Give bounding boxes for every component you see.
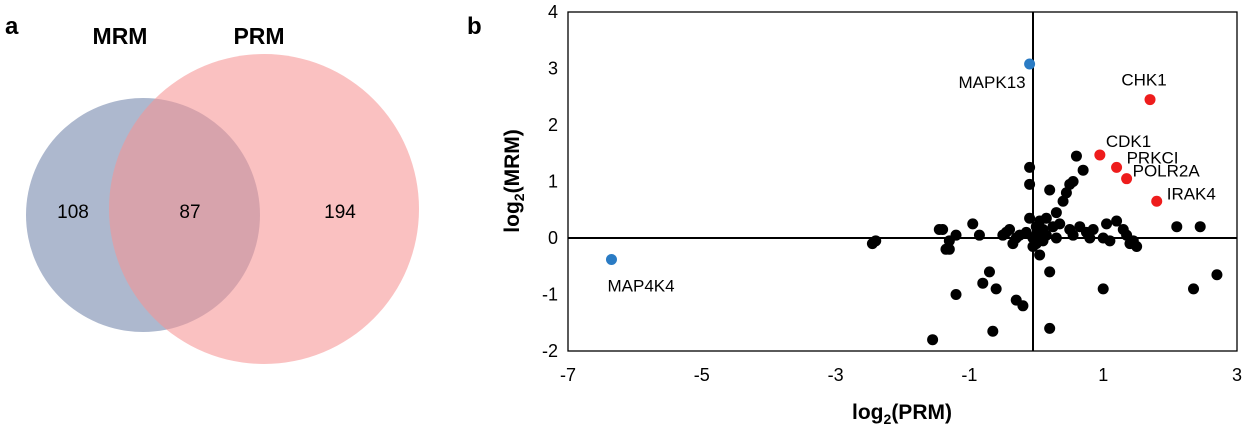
point-label-prkci: PRKCI: [1127, 148, 1179, 167]
data-point: [1131, 240, 1143, 252]
point-label-map4k4: MAP4K4: [607, 276, 674, 295]
point-label-polr2a: POLR2A: [1133, 162, 1201, 181]
data-point: [1044, 322, 1056, 334]
plot-frame: [567, 11, 1238, 352]
data-point: [1054, 218, 1066, 230]
y-tick-label: 3: [548, 59, 558, 79]
data-point: [1101, 218, 1113, 230]
x-tick-label: -3: [828, 365, 844, 385]
data-point: [1034, 249, 1046, 261]
data-point: [1087, 224, 1099, 236]
y-tick-label: -1: [542, 285, 558, 305]
data-point: [967, 218, 979, 230]
data-point: [1040, 212, 1052, 224]
data-point: [983, 266, 995, 278]
highlighted-point-mapk13: [1024, 58, 1036, 70]
data-point: [943, 243, 955, 255]
highlighted-point-map4k4: [605, 253, 617, 265]
highlighted-point-prkci: [1111, 161, 1123, 173]
data-point: [1040, 229, 1052, 241]
data-point: [1057, 195, 1069, 207]
data-point: [1194, 221, 1206, 233]
data-point: [1060, 187, 1072, 199]
y-tick-labels: -2 -1 0 1 2 3 4: [542, 2, 558, 361]
point-label-cdk1: CDK1: [1106, 132, 1151, 151]
x-tick-label: 1: [1098, 365, 1108, 385]
data-point: [1104, 235, 1116, 247]
data-point: [1024, 212, 1036, 224]
data-point: [1017, 300, 1029, 312]
data-point: [927, 334, 939, 346]
y-tick-label: -2: [542, 341, 558, 361]
data-point: [1004, 224, 1016, 236]
y-tick-label: 1: [548, 172, 558, 192]
data-point: [950, 289, 962, 300]
point-label-chk1: CHK1: [1121, 71, 1166, 90]
scatter-plot: -7 -5 -3 -1 1 3 -2 -1 0 1 2 3 4 MAPK13 MAP4K4 CHK1 CDK…: [542, 2, 1242, 385]
overlap-count: 87: [179, 202, 200, 223]
data-point: [1084, 232, 1096, 244]
data-point: [870, 235, 882, 247]
data-point: [950, 229, 962, 241]
data-point: [1070, 150, 1082, 162]
x-tick-label: 3: [1232, 365, 1242, 385]
data-point: [973, 229, 985, 241]
y-tick-label: 0: [548, 228, 558, 248]
y-tick-label: 4: [548, 2, 558, 22]
data-point: [1050, 232, 1062, 244]
data-point: [1067, 229, 1079, 241]
mrm-only-count: 108: [57, 202, 89, 223]
y-axis-title: log2(MRM): [501, 129, 527, 232]
panel-b-letter: b: [467, 13, 482, 40]
data-point: [937, 224, 949, 236]
venn-diagram: MRM PRM 108 87 194: [26, 23, 419, 364]
data-point: [1188, 283, 1200, 295]
prm-circle: [109, 54, 419, 364]
prm-set-label: PRM: [233, 23, 284, 49]
highlighted-point-chk1: [1144, 94, 1156, 106]
prm-only-count: 194: [324, 202, 356, 223]
highlighted-point-irak4: [1151, 195, 1163, 207]
data-point: [1111, 215, 1123, 227]
data-point: [1211, 269, 1223, 281]
data-point: [1077, 164, 1089, 176]
data-point: [1044, 266, 1056, 278]
data-point: [987, 325, 999, 337]
data-point: [1067, 176, 1079, 187]
x-tick-label: -7: [560, 365, 576, 385]
point-label-mapk13: MAPK13: [959, 73, 1026, 92]
data-point: [990, 283, 1002, 295]
data-point: [1044, 184, 1056, 196]
x-tick-label: -5: [694, 365, 710, 385]
mrm-set-label: MRM: [93, 23, 148, 49]
x-axis-title: log2(PRM): [852, 401, 952, 427]
x-tick-label: -1: [961, 365, 977, 385]
data-point: [1024, 161, 1036, 173]
highlighted-point-cdk1: [1094, 149, 1106, 161]
data-point: [1050, 207, 1062, 219]
point-label-irak4: IRAK4: [1167, 184, 1216, 203]
data-points: [605, 58, 1223, 346]
panel-a-letter: a: [5, 13, 19, 40]
data-point: [1171, 221, 1183, 233]
highlighted-point-polr2a: [1121, 173, 1133, 185]
data-point: [1024, 178, 1036, 190]
x-tick-labels: -7 -5 -3 -1 1 3: [560, 365, 1242, 385]
data-point: [1097, 283, 1109, 295]
data-point: [977, 277, 989, 289]
y-tick-label: 2: [548, 115, 558, 135]
